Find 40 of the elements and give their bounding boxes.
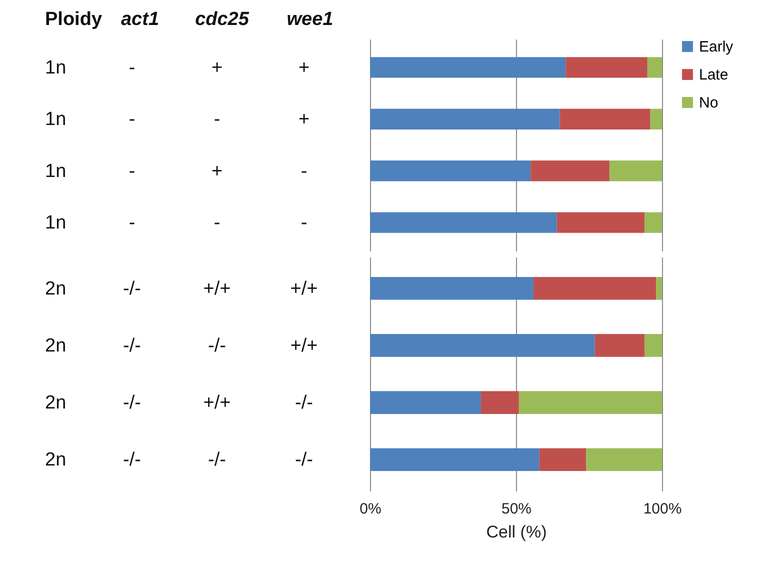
- bar: [480, 391, 519, 414]
- category-label: 1n - + +: [45, 57, 310, 78]
- bar: [518, 391, 662, 414]
- text: Ploidy act1 cdc25 wee1: [45, 9, 334, 30]
- bar: [370, 334, 595, 357]
- bar: [370, 108, 560, 130]
- bar: [556, 212, 644, 233]
- legend-label: Early: [699, 38, 734, 56]
- category-label: 1n - - -: [45, 212, 308, 234]
- bar: [534, 276, 656, 300]
- bar: [644, 334, 662, 357]
- bar: [370, 276, 534, 300]
- bar: [530, 160, 610, 182]
- bar: [586, 448, 662, 472]
- category-label: 1n - - +: [45, 109, 310, 130]
- category-label: 2n -/- +/+ -/-: [45, 392, 313, 414]
- bar: [609, 160, 662, 182]
- category-label: 2n -/- +/+ +/+: [45, 278, 318, 300]
- bar: [560, 108, 650, 130]
- bar: [594, 334, 644, 357]
- x-axis-title: Cell (%): [486, 522, 547, 542]
- x-tick-label: 50%: [501, 500, 532, 518]
- bar: [370, 448, 540, 472]
- bar: [370, 391, 481, 414]
- category-label: 1n - + -: [45, 160, 308, 182]
- legend-label: No: [699, 94, 718, 112]
- bar: [656, 276, 662, 300]
- bar: [650, 108, 662, 130]
- bar: [566, 57, 648, 78]
- x-tick-label: 0%: [360, 500, 382, 518]
- bar: [644, 212, 662, 233]
- bar: [539, 448, 586, 472]
- legend-label: Late: [699, 66, 728, 84]
- bar: [647, 57, 662, 78]
- bar: [370, 57, 566, 78]
- x-tick-label: 100%: [643, 500, 682, 518]
- category-label: 2n -/- -/- +/+: [45, 335, 318, 356]
- bar: [370, 212, 557, 233]
- bar: [370, 160, 531, 182]
- category-label: 2n -/- -/- -/-: [45, 450, 313, 471]
